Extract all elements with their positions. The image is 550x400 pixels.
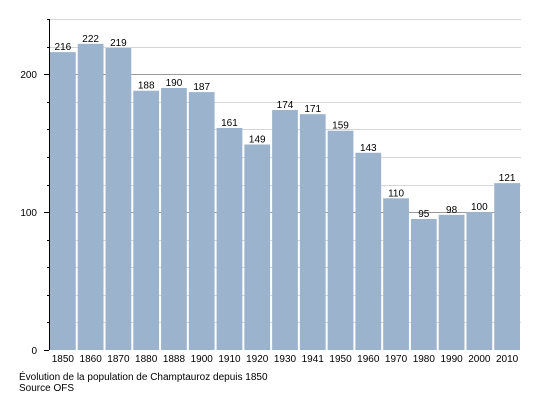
bar-1941 [299, 114, 326, 350]
data-label-2000: 100 [471, 202, 488, 213]
bar-2000 [466, 212, 493, 350]
data-label-1980: 95 [418, 209, 430, 220]
bar-1870 [105, 47, 132, 351]
data-label-1930: 174 [277, 100, 294, 111]
x-tick-label-1888: 1888 [163, 354, 186, 365]
bar-1860 [77, 43, 104, 350]
data-label-1970: 110 [388, 188, 404, 199]
bar-1980 [410, 218, 437, 350]
y-tick-label-100: 100 [20, 208, 37, 219]
axes: 1850 1860 1870 1880 1888 1900 1910 1920 1930 1941… [20, 19, 519, 365]
data-label-1910: 161 [221, 118, 238, 129]
x-tick-label-1990: 1990 [440, 354, 463, 365]
bar-1930 [272, 110, 298, 350]
data-label-1900: 187 [193, 82, 210, 93]
bars [50, 43, 520, 351]
bar-1920 [244, 144, 271, 350]
data-label-1888: 190 [166, 78, 183, 89]
data-label-1880: 188 [138, 81, 155, 92]
data-label-1850: 216 [55, 42, 72, 53]
x-tick-label-1970: 1970 [385, 354, 408, 365]
data-label-1990: 98 [446, 205, 458, 216]
data-label-1860: 222 [82, 34, 99, 45]
x-tick-label-1980: 1980 [413, 354, 436, 365]
x-tick-label-1960: 1960 [357, 354, 380, 365]
bar-1990 [438, 214, 465, 350]
chart-caption-source: Source OFS [19, 383, 75, 394]
x-tick-label-1930: 1930 [274, 354, 297, 365]
bar-2010 [494, 183, 520, 350]
chart-caption-title: Évolution de la population de Champtauro… [19, 372, 268, 383]
data-label-1941: 171 [304, 104, 321, 115]
data-label-1960: 143 [360, 143, 377, 154]
y-tick-label-0: 0 [31, 346, 37, 357]
x-tick-label-1880: 1880 [135, 354, 158, 365]
bar-1850 [50, 52, 76, 350]
x-tick-label-1941: 1941 [302, 354, 325, 365]
x-tick-label-1950: 1950 [329, 354, 352, 365]
data-label-1920: 149 [249, 135, 266, 146]
data-label-1950: 159 [332, 121, 349, 132]
x-tick-label-1850: 1850 [52, 354, 75, 365]
x-tick-label-2010: 2010 [496, 354, 519, 365]
x-tick-label-1900: 1900 [191, 354, 214, 365]
data-label-2010: 121 [499, 173, 516, 184]
bar-1910 [216, 127, 243, 350]
bar-1888 [161, 87, 187, 351]
x-tick-label-1910: 1910 [218, 354, 241, 365]
bar-1960 [355, 152, 382, 350]
x-tick-label-1920: 1920 [246, 354, 269, 365]
data-labels: 216 222 219 188 190 187 161 149 174 171 159 143 110 9… [55, 34, 516, 220]
data-label-1870: 219 [110, 38, 127, 49]
y-tick-label-200: 200 [20, 70, 37, 81]
bar-1880 [133, 90, 160, 350]
x-tick-label-2000: 2000 [468, 354, 491, 365]
x-tick-label-1870: 1870 [107, 354, 130, 365]
bar-1970 [383, 198, 409, 350]
bar-1950 [327, 130, 354, 350]
x-tick-label-1860: 1860 [80, 354, 103, 365]
bar-1900 [188, 92, 215, 350]
